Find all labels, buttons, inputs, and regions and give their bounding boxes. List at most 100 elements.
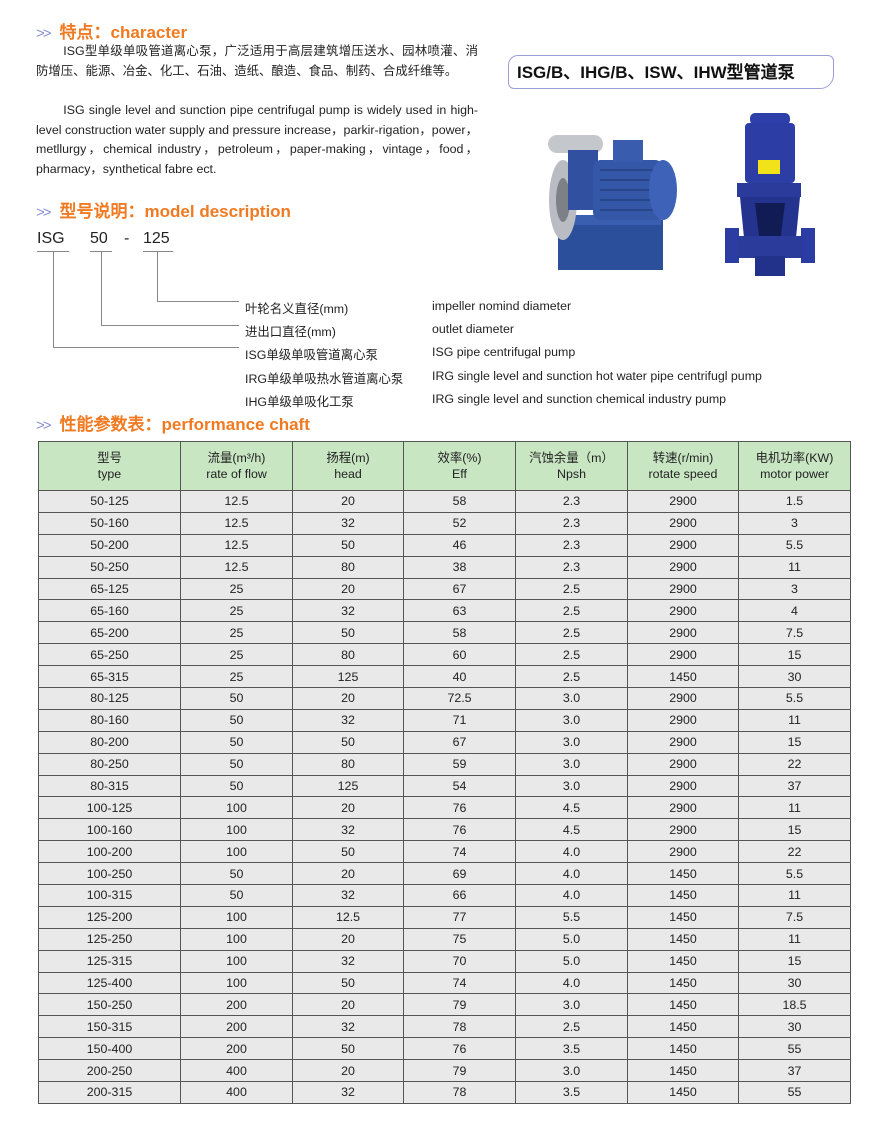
table-cell: 20 (292, 490, 404, 513)
table-cell: 125-400 (38, 971, 181, 995)
column-header-en: rate of flow (206, 467, 267, 481)
table-cell: 2.3 (515, 490, 628, 513)
table-cell: 20 (292, 862, 404, 886)
table-cell: 76 (403, 796, 516, 820)
table-cell: 80-200 (38, 730, 181, 754)
table-cell: 69 (403, 862, 516, 886)
table-cell: 70 (403, 949, 516, 973)
legend-en: impeller nomind diameter (432, 299, 572, 313)
table-cell: 11 (738, 708, 851, 732)
table-cell: 2900 (627, 796, 739, 820)
table-cell: 3.0 (515, 730, 628, 754)
double-chevron-icon: >> (36, 204, 51, 221)
table-cell: 5.5 (738, 533, 851, 557)
table-cell: 50 (180, 687, 293, 710)
table-row: 50-200 12.5 50 46 2.3 2900 5.5 (38, 533, 851, 557)
bracket-line (53, 251, 54, 347)
table-cell: 50 (180, 774, 293, 798)
table-row: 125-315 100 32 70 5.0 1450 15 (38, 949, 851, 973)
table-row: 150-400 200 50 76 3.5 1450 55 (38, 1037, 851, 1061)
table-cell: 11 (738, 796, 851, 820)
table-cell: 75 (403, 927, 516, 951)
table-cell: 2900 (627, 511, 739, 535)
column-header: 汽蚀余量（m） Npsh (515, 441, 628, 491)
table-cell: 100 (180, 971, 293, 995)
table-cell: 79 (403, 1059, 516, 1083)
table-row: 80-200 50 50 67 3.0 2900 15 (38, 730, 851, 754)
table-cell: 54 (403, 774, 516, 798)
column-header-en: rotate speed (648, 467, 718, 481)
table-cell: 125-315 (38, 949, 181, 973)
column-header-cn: 电机功率(KW) (755, 451, 834, 465)
table-cell: 200-250 (38, 1059, 181, 1083)
table-cell: 50 (292, 621, 404, 645)
table-cell: 32 (292, 1081, 404, 1104)
table-cell: 1450 (627, 905, 739, 929)
heading-text: 型号说明：model description (59, 202, 291, 221)
table-cell: 50-250 (38, 555, 181, 579)
table-cell: 18.5 (738, 993, 851, 1017)
table-row: 125-400 100 50 74 4.0 1450 30 (38, 971, 851, 995)
table-cell: 3 (738, 511, 851, 535)
table-cell: 12.5 (180, 533, 293, 557)
table-row: 80-250 50 80 59 3.0 2900 22 (38, 752, 851, 776)
table-cell: 20 (292, 577, 404, 601)
table-cell: 15 (738, 818, 851, 842)
table-cell: 150-315 (38, 1015, 181, 1039)
table-cell: 200 (180, 1015, 293, 1039)
table-cell: 2900 (627, 752, 739, 776)
column-header-cn: 型号 (97, 451, 122, 465)
table-row: 200-250 400 20 79 3.0 1450 37 (38, 1059, 851, 1083)
table-cell: 2.5 (515, 621, 628, 645)
table-cell: 100 (180, 840, 293, 864)
table-cell: 2900 (627, 577, 739, 601)
table-cell: 65-125 (38, 577, 181, 601)
table-cell: 400 (180, 1081, 293, 1104)
table-cell: 400 (180, 1059, 293, 1083)
table-cell: 80 (292, 643, 404, 667)
table-cell: 200 (180, 993, 293, 1017)
table-cell: 2.3 (515, 511, 628, 535)
table-cell: 5.0 (515, 927, 628, 951)
table-cell: 3.5 (515, 1037, 628, 1061)
table-cell: 12.5 (180, 490, 293, 513)
table-cell: 76 (403, 1037, 516, 1061)
table-cell: 65-200 (38, 621, 181, 645)
underline (143, 251, 173, 252)
table-row: 50-250 12.5 80 38 2.3 2900 11 (38, 555, 851, 579)
table-cell: 2900 (627, 840, 739, 864)
table-cell: 100 (180, 927, 293, 951)
table-cell: 58 (403, 490, 516, 513)
table-cell: 4.0 (515, 971, 628, 995)
column-header-en: Eff (452, 467, 467, 481)
table-row: 50-125 12.5 20 58 2.3 2900 1.5 (38, 490, 851, 513)
table-cell: 1450 (627, 1015, 739, 1039)
table-cell: 50-125 (38, 490, 181, 513)
table-cell: 3.5 (515, 1081, 628, 1104)
table-cell: 2900 (627, 730, 739, 754)
table-cell: 77 (403, 905, 516, 929)
table-cell: 50-200 (38, 533, 181, 557)
bracket-line (157, 301, 239, 302)
table-cell: 2.5 (515, 599, 628, 623)
table-cell: 200 (180, 1037, 293, 1061)
table-cell: 80 (292, 555, 404, 579)
model-code-part-series: ISG (37, 230, 65, 247)
column-header: 电机功率(KW) motor power (738, 441, 851, 491)
table-cell: 55 (738, 1037, 851, 1061)
table-row: 125-200 100 12.5 77 5.5 1450 7.5 (38, 905, 851, 929)
table-row: 65-250 25 80 60 2.5 2900 15 (38, 643, 851, 667)
table-cell: 66 (403, 884, 516, 907)
horizontal-pump-image (548, 135, 677, 270)
model-code-part-outlet: 50 (90, 230, 108, 247)
table-cell: 79 (403, 993, 516, 1017)
table-cell: 50-160 (38, 511, 181, 535)
table-cell: 2.5 (515, 1015, 628, 1039)
table-cell: 32 (292, 949, 404, 973)
table-cell: 3 (738, 577, 851, 601)
table-cell: 100-200 (38, 840, 181, 864)
table-cell: 15 (738, 730, 851, 754)
table-cell: 100-250 (38, 862, 181, 886)
table-cell: 50 (180, 730, 293, 754)
